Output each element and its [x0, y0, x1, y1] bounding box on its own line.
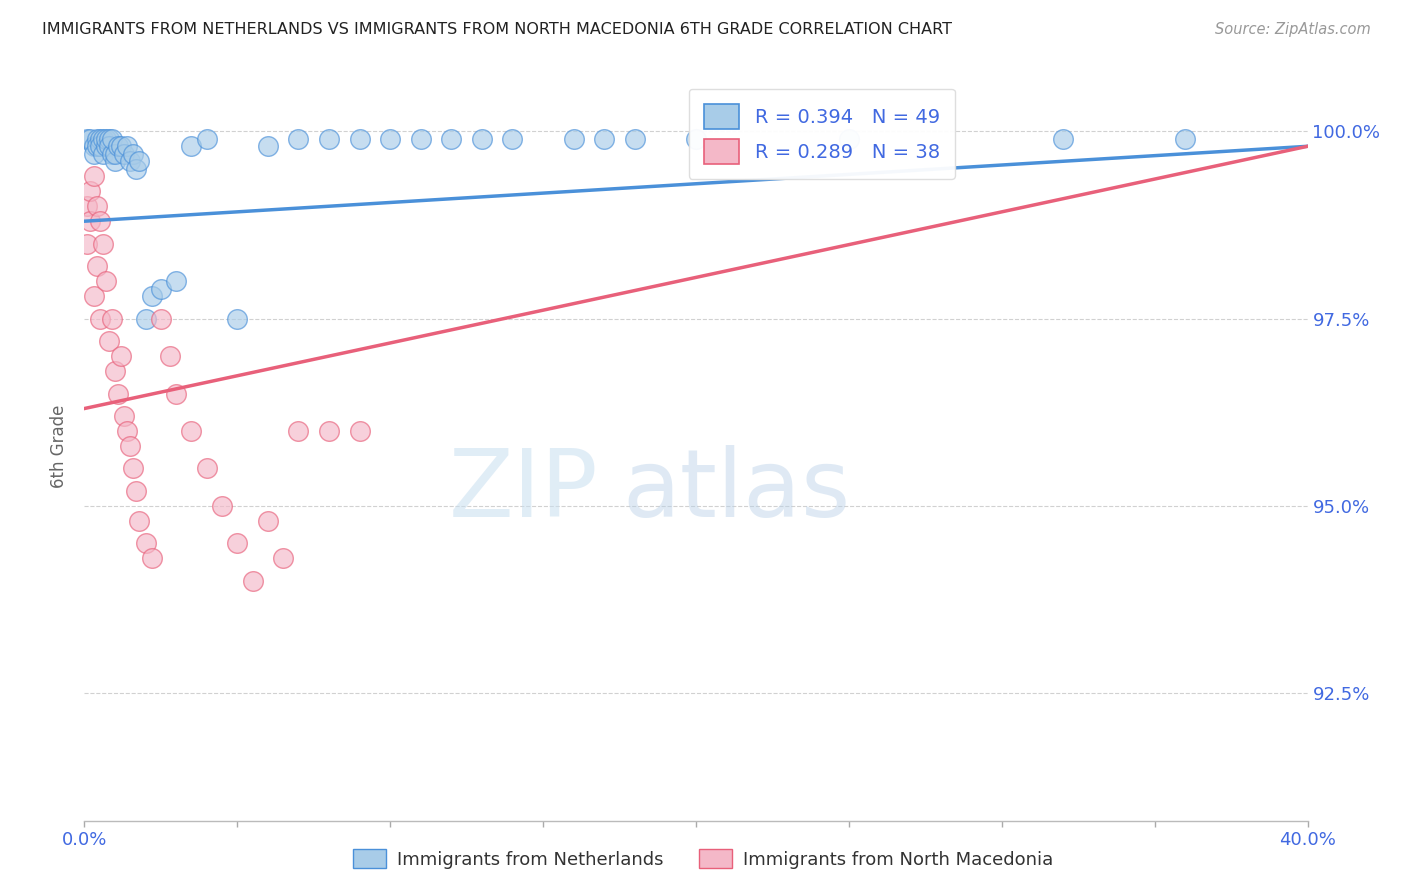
Point [593, 132, 616, 146]
Point [101, 311, 124, 326]
Point [110, 139, 132, 153]
Point [685, 132, 707, 146]
Point [159, 349, 181, 363]
Point [471, 132, 494, 146]
Point [271, 551, 294, 566]
Point [91, 146, 114, 161]
Legend: R = 0.394   N = 49, R = 0.289   N = 38: R = 0.394 N = 49, R = 0.289 N = 38 [689, 88, 955, 179]
Point [120, 439, 142, 453]
Point [125, 161, 148, 176]
Point [112, 146, 135, 161]
Text: Source: ZipAtlas.com: Source: ZipAtlas.com [1215, 22, 1371, 37]
Point [287, 424, 309, 438]
Legend: Immigrants from Netherlands, Immigrants from North Macedonia: Immigrants from Netherlands, Immigrants … [346, 841, 1060, 876]
Point [79, 132, 101, 146]
Point [502, 132, 524, 146]
Point [94, 274, 117, 288]
Point [165, 274, 187, 288]
Point [257, 139, 280, 153]
Point [79, 214, 101, 228]
Point [110, 349, 132, 363]
Point [122, 461, 145, 475]
Y-axis label: 6th Grade: 6th Grade [51, 404, 69, 488]
Point [107, 139, 129, 153]
Point [97, 132, 120, 146]
Point [86, 132, 108, 146]
Point [115, 139, 138, 153]
Point [101, 146, 124, 161]
Point [349, 424, 371, 438]
Point [104, 154, 127, 169]
Point [91, 236, 114, 251]
Point [226, 536, 249, 550]
Point [89, 311, 111, 326]
Point [89, 139, 111, 153]
Point [135, 311, 157, 326]
Point [76, 199, 98, 213]
Point [94, 132, 117, 146]
Point [79, 184, 101, 198]
Point [409, 132, 432, 146]
Point [257, 514, 280, 528]
Point [211, 499, 233, 513]
Point [128, 154, 150, 169]
Text: atlas: atlas [623, 445, 851, 537]
Point [180, 139, 202, 153]
Point [165, 386, 187, 401]
Point [94, 139, 117, 153]
Point [838, 132, 860, 146]
Point [107, 386, 129, 401]
Point [349, 132, 371, 146]
Point [180, 424, 202, 438]
Point [149, 311, 172, 326]
Point [83, 169, 105, 184]
Point [195, 461, 218, 475]
Point [149, 282, 172, 296]
Point [141, 289, 163, 303]
Point [89, 214, 111, 228]
Point [125, 483, 148, 498]
Point [380, 132, 402, 146]
Point [101, 132, 124, 146]
Point [440, 132, 463, 146]
Point [76, 236, 98, 251]
Point [97, 334, 120, 348]
Point [287, 132, 309, 146]
Point [624, 132, 647, 146]
Text: ZIP: ZIP [449, 445, 598, 537]
Point [1052, 132, 1074, 146]
Point [562, 132, 585, 146]
Point [89, 132, 111, 146]
Point [112, 409, 135, 423]
Point [83, 289, 105, 303]
Point [86, 199, 108, 213]
Point [141, 551, 163, 566]
Point [76, 132, 98, 146]
Point [135, 536, 157, 550]
Point [122, 146, 145, 161]
Point [128, 514, 150, 528]
Point [104, 146, 127, 161]
Point [1174, 132, 1197, 146]
Point [318, 424, 340, 438]
Point [226, 311, 249, 326]
Point [86, 259, 108, 273]
Point [83, 146, 105, 161]
Point [86, 139, 108, 153]
Text: IMMIGRANTS FROM NETHERLANDS VS IMMIGRANTS FROM NORTH MACEDONIA 6TH GRADE CORRELA: IMMIGRANTS FROM NETHERLANDS VS IMMIGRANT… [42, 22, 952, 37]
Point [97, 139, 120, 153]
Point [104, 364, 127, 378]
Point [195, 132, 218, 146]
Point [115, 424, 138, 438]
Point [83, 139, 105, 153]
Point [242, 574, 264, 588]
Point [120, 154, 142, 169]
Point [318, 132, 340, 146]
Point [91, 132, 114, 146]
